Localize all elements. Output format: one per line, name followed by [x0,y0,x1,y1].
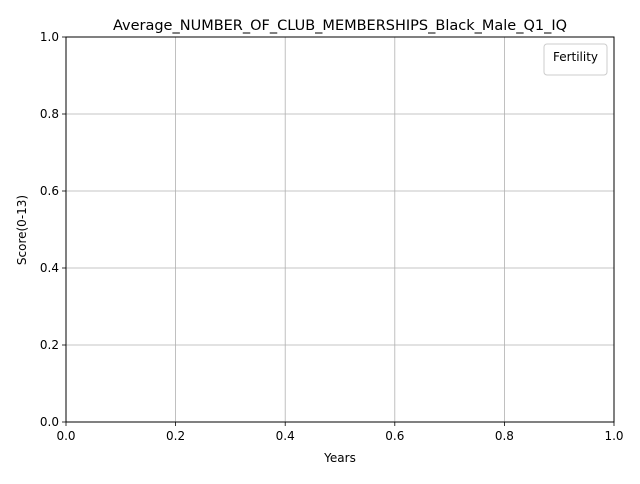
x-tick-label: 0.2 [166,429,185,443]
legend-box [543,43,608,76]
y-tick-label: 0.8 [40,107,59,121]
x-tick-label: 1.0 [604,429,623,443]
legend-title: Fertility [553,50,598,64]
y-axis-ticks: 0.0 0.2 0.4 0.6 0.8 1.0 [40,30,66,429]
y-tick-label: 0.4 [40,261,59,275]
x-tick-label: 0.8 [495,429,514,443]
y-tick-label: 0.0 [40,415,59,429]
x-tick-label: 0.4 [276,429,295,443]
chart-title: Average_NUMBER_OF_CLUB_MEMBERSHIPS_Black… [113,18,567,34]
y-tick-label: 1.0 [40,30,59,44]
y-axis-label: Score(0-13) [15,195,29,265]
x-tick-label: 0.6 [385,429,404,443]
x-axis-label: Years [323,451,356,465]
y-tick-label: 0.6 [40,184,59,198]
x-axis-ticks: 0.0 0.2 0.4 0.6 0.8 1.0 [56,422,624,443]
x-tick-label: 0.0 [56,429,75,443]
plot-frame [65,36,615,423]
y-tick-label: 0.2 [40,338,59,352]
grid [65,36,615,423]
legend[interactable]: Fertility [543,43,608,76]
